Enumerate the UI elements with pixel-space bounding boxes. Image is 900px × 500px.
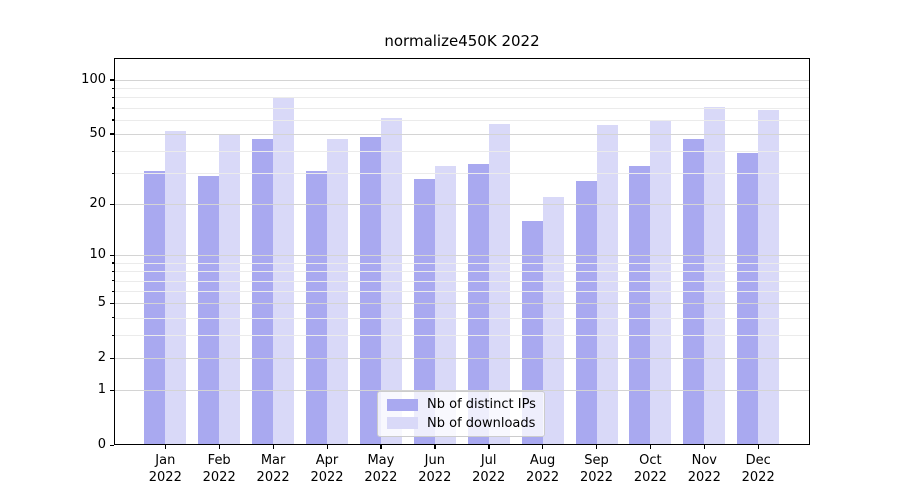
- x-tick-mark: [380, 445, 382, 449]
- y-tick-label: 100: [81, 71, 106, 87]
- gridline-minor: [114, 280, 810, 282]
- y-minor-tick-mark: [111, 172, 114, 175]
- y-tick-label: 20: [89, 196, 106, 212]
- y-minor-tick-mark: [111, 107, 114, 109]
- x-tick-label: Apr 2022: [310, 453, 344, 485]
- y-minor-tick-mark: [111, 334, 114, 337]
- x-tick-label: Dec 2022: [741, 453, 775, 485]
- x-tick-mark: [488, 445, 490, 449]
- y-minor-tick-mark: [111, 290, 114, 292]
- y-tick-label: 0: [97, 437, 106, 452]
- y-minor-tick-mark: [111, 280, 114, 282]
- bar-distinct-ips: [306, 170, 327, 445]
- legend-label-distinct-ips: Nb of distinct IPs: [427, 397, 536, 413]
- bar-distinct-ips: [737, 153, 758, 445]
- y-tick-label: 10: [89, 247, 106, 263]
- y-tick-mark: [109, 133, 114, 135]
- x-tick-label: Jul 2022: [472, 453, 506, 485]
- bar-downloads: [489, 123, 510, 445]
- gridline-major: [114, 255, 810, 257]
- x-tick-label: Mar 2022: [256, 453, 290, 485]
- bar-downloads: [435, 166, 456, 445]
- gridline-minor: [114, 119, 810, 121]
- gridline-major: [114, 204, 810, 206]
- gridline-major: [114, 79, 810, 81]
- legend-entry-downloads: Nb of downloads: [387, 416, 535, 431]
- bar-distinct-ips: [414, 178, 435, 445]
- gridline-major: [114, 358, 810, 360]
- y-minor-tick-mark: [111, 119, 114, 121]
- y-tick-mark: [109, 444, 114, 446]
- bar-distinct-ips: [576, 181, 597, 445]
- chart-title: normalize450K 2022: [384, 32, 540, 50]
- y-tick-label: 50: [89, 125, 106, 141]
- x-tick-mark: [542, 445, 544, 449]
- bar-distinct-ips: [144, 170, 165, 445]
- gridline-minor: [114, 173, 810, 175]
- bar-distinct-ips: [198, 175, 219, 445]
- plot-area: Nb of distinct IPs Nb of downloads: [114, 58, 810, 445]
- bar-downloads: [381, 118, 402, 445]
- x-tick-mark: [326, 445, 328, 449]
- y-tick-mark: [109, 79, 114, 81]
- gridline-minor: [114, 262, 810, 264]
- y-tick-mark: [109, 302, 114, 305]
- bar-downloads: [758, 110, 779, 445]
- bar-downloads: [650, 121, 671, 445]
- bar-downloads: [543, 196, 564, 445]
- x-tick-label: Aug 2022: [526, 453, 560, 485]
- y-minor-tick-mark: [111, 270, 114, 272]
- gridline-minor: [114, 97, 810, 99]
- y-tick-label: 2: [97, 350, 106, 366]
- y-tick-label: 1: [97, 382, 106, 398]
- x-tick-label: Feb 2022: [202, 453, 236, 485]
- x-tick-label: Sep 2022: [579, 453, 614, 485]
- y-minor-tick-mark: [111, 87, 114, 89]
- y-minor-tick-mark: [111, 96, 114, 99]
- gridline-minor: [114, 151, 810, 153]
- x-tick-label: Oct 2022: [633, 453, 667, 485]
- x-tick-label: May 2022: [364, 453, 398, 485]
- gridline-minor: [114, 291, 810, 292]
- y-minor-tick-mark: [111, 262, 114, 264]
- bar-downloads: [704, 106, 725, 445]
- bar-distinct-ips: [468, 163, 489, 445]
- x-tick-mark: [757, 445, 760, 449]
- gridline-minor: [114, 335, 810, 337]
- x-tick-mark: [649, 445, 652, 449]
- gridline-major: [114, 133, 810, 135]
- y-tick-mark: [109, 357, 114, 359]
- y-tick-mark: [109, 203, 114, 205]
- legend: Nb of distinct IPs Nb of downloads: [377, 391, 545, 437]
- x-tick-mark: [272, 445, 274, 449]
- y-minor-tick-mark: [111, 317, 114, 319]
- bar-downloads: [165, 130, 186, 445]
- x-tick-mark: [434, 445, 436, 449]
- gridline-minor: [114, 317, 810, 319]
- y-tick-label: 5: [97, 295, 106, 311]
- y-minor-tick-mark: [111, 150, 114, 153]
- x-tick-mark: [703, 445, 706, 449]
- x-tick-mark: [218, 445, 221, 449]
- x-tick-label: Nov 2022: [687, 453, 721, 485]
- bar-distinct-ips: [629, 166, 650, 445]
- gridline-minor: [114, 107, 810, 109]
- gridline-minor: [114, 271, 810, 273]
- gridline-minor: [114, 88, 810, 90]
- x-tick-label: Jun 2022: [418, 453, 452, 485]
- bar-downloads: [219, 133, 240, 445]
- x-tick-mark: [596, 445, 598, 449]
- y-tick-mark: [109, 389, 114, 392]
- gridline-major: [114, 390, 810, 392]
- legend-entry-distinct-ips: Nb of distinct IPs: [387, 397, 536, 413]
- gridline-major: [114, 303, 810, 305]
- y-tick-mark: [109, 254, 114, 257]
- x-tick-label: Jan 2022: [148, 453, 182, 485]
- bar-distinct-ips: [522, 220, 543, 445]
- x-tick-mark: [164, 445, 167, 449]
- legend-label-downloads: Nb of downloads: [427, 415, 536, 431]
- legend-swatch-downloads: [387, 417, 418, 430]
- legend-swatch-distinct-ips: [387, 398, 418, 411]
